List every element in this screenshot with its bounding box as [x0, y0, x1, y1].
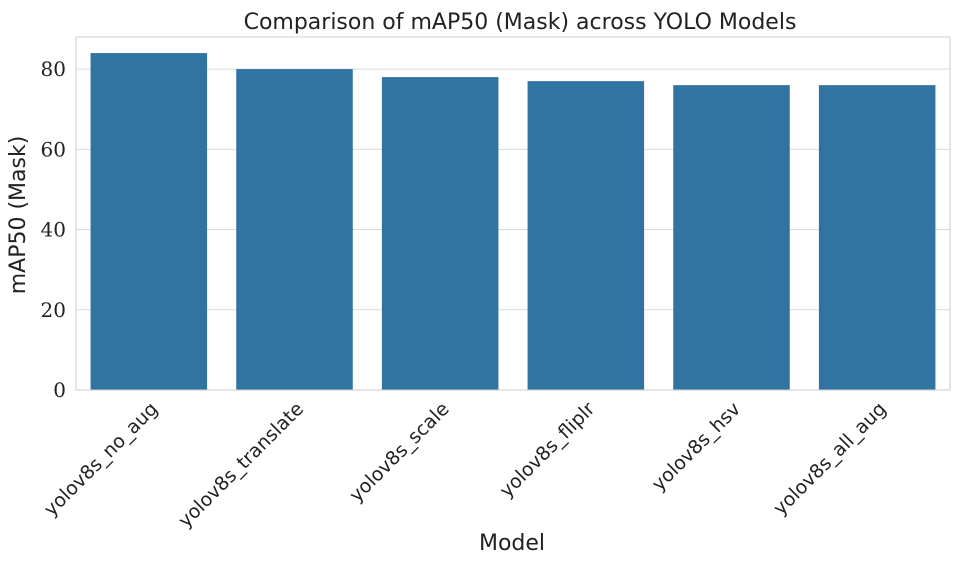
x-tick-label: yolov8s_hsv [648, 398, 745, 495]
bar [673, 85, 790, 391]
x-tick-label: yolov8s_all_aug [769, 398, 891, 520]
bar [818, 85, 936, 391]
x-tick-label: yolov8s_scale [345, 398, 454, 507]
bar [527, 81, 645, 390]
bar [90, 53, 208, 390]
chart-title: Comparison of mAP50 (Mask) across YOLO M… [244, 10, 797, 35]
x-axis-label: Model [479, 531, 545, 556]
y-tick-label: 60 [41, 137, 66, 161]
x-tick-labels: yolov8s_no_aug yolov8s_translate yolov8s_s… [40, 398, 891, 532]
bars [90, 53, 936, 391]
y-axis-label: mAP50 (Mask) [6, 136, 31, 295]
x-tick-label: yolov8s_fliplr [495, 398, 599, 502]
x-tick-label: yolov8s_no_aug [40, 398, 163, 521]
bar [236, 69, 353, 390]
y-tick-label: 20 [41, 298, 66, 322]
y-tick-label: 80 [41, 57, 66, 81]
plot-frame [75, 36, 951, 391]
y-tick-labels: 0 20 40 60 80 [41, 57, 66, 402]
bar [381, 77, 499, 390]
y-tick-label: 0 [53, 378, 66, 402]
y-tick-label: 40 [41, 218, 66, 242]
x-tick-label: yolov8s_translate [174, 398, 308, 532]
